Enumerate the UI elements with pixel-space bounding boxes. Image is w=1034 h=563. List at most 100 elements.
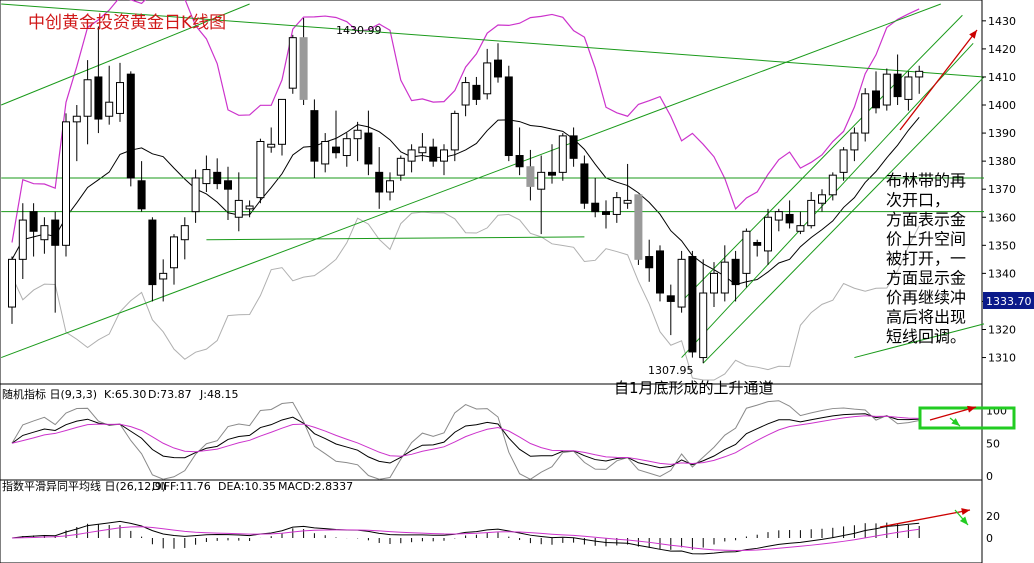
candle [29, 203, 38, 257]
macd-panel-frame [0, 479, 983, 563]
candle [440, 144, 448, 176]
price-tick-label: 1360 [988, 211, 1016, 224]
candle [504, 65, 513, 162]
candle [159, 259, 168, 302]
candle [418, 133, 427, 162]
candle [310, 99, 319, 178]
candle-body [688, 256, 697, 353]
candle [807, 192, 816, 229]
candle [342, 133, 351, 167]
macd-down-arrow-head [959, 516, 968, 525]
candle [116, 62, 124, 122]
candle-body [202, 169, 211, 185]
side-note-line: 高后将出现 [886, 308, 966, 327]
candle [828, 172, 837, 201]
candle [278, 98, 286, 156]
candle-body [753, 242, 762, 246]
candle [461, 76, 470, 117]
candle [202, 155, 211, 192]
candle-body [537, 171, 546, 190]
kdj-j-line [11, 400, 920, 480]
candle [818, 189, 826, 212]
candle-body [569, 135, 578, 159]
candle-body [72, 115, 81, 123]
price-tick-label: 1390 [988, 127, 1016, 140]
candle-body [548, 171, 556, 176]
candle [40, 217, 49, 254]
side-note-line: 方面表示金 [886, 210, 966, 229]
candle [51, 211, 60, 313]
candle [548, 144, 556, 184]
candle-body [137, 180, 146, 210]
price-tick-label: 1370 [988, 183, 1016, 196]
candle-body [893, 73, 902, 98]
candle [180, 217, 189, 260]
candle-body [742, 230, 751, 274]
candle-body [580, 163, 589, 204]
candle-body [461, 82, 470, 106]
candle-body [116, 82, 124, 114]
price-tick-label: 1380 [988, 155, 1016, 168]
price-up-arrow [899, 29, 978, 131]
candle-body [720, 261, 729, 294]
kdj-tick-label: 50 [986, 437, 1000, 450]
price-tick-label: 1350 [988, 239, 1016, 252]
candle-body [105, 101, 114, 117]
candle [645, 239, 654, 282]
candle-body [731, 258, 740, 286]
candle-body [299, 37, 308, 100]
uptrend-channel-line [681, 42, 974, 358]
candle-body [764, 216, 772, 252]
low-label: 1307.95 [648, 364, 694, 377]
candle-body [699, 292, 708, 359]
candle [634, 194, 643, 265]
kdj-k-line [11, 413, 920, 469]
candle-body [407, 149, 416, 162]
candle [699, 259, 708, 364]
candle-body [504, 76, 513, 157]
candle [861, 88, 870, 142]
candle [386, 172, 394, 201]
candle [18, 203, 27, 279]
candle-body [904, 76, 913, 100]
candle-body [83, 79, 92, 117]
candle [407, 144, 416, 173]
candle-body [526, 166, 535, 187]
candle-body [148, 219, 157, 286]
candle [494, 43, 502, 83]
candle-body [472, 84, 481, 100]
candle-body [278, 98, 286, 145]
candle-body [245, 205, 254, 210]
candle [105, 65, 114, 125]
candle-body [623, 199, 632, 204]
candle-body [29, 211, 38, 232]
candle-body [191, 177, 200, 213]
kdj-d-value: D:73.87 [148, 388, 192, 401]
side-note-line: 被打开，一 [886, 249, 966, 268]
kdj-d-line [11, 415, 920, 465]
candle [602, 200, 610, 229]
candle [764, 208, 772, 265]
price-tick-label: 1340 [988, 267, 1016, 280]
candle-body [656, 250, 664, 294]
candle [882, 68, 891, 111]
side-note-line: 方面显示金 [886, 269, 966, 288]
chart-title: 中创黄金投资黄金日K线图 [28, 13, 226, 33]
candle [170, 234, 178, 285]
candle [299, 18, 308, 106]
channel-note: 自1月底形成的上升通道 [614, 379, 774, 397]
candle [450, 110, 459, 162]
macd-tick-label: 0 [986, 532, 993, 545]
macd-tick-label: 20 [986, 510, 1000, 523]
macd-dea-line [11, 526, 920, 552]
macd-up-arrow-head [961, 508, 970, 515]
candle [774, 208, 783, 232]
macd-title: 指数平滑异同平均线 日(26,12,9) [2, 479, 166, 493]
candle-body [332, 146, 340, 154]
candle [850, 127, 859, 162]
candle-body [126, 73, 135, 179]
candle [321, 133, 330, 173]
candle-body [785, 213, 794, 224]
side-note: 布林带的再次开口，方面表示金价上升空间被打开，一方面显示金价再继续冲高后将出现短… [886, 171, 966, 346]
